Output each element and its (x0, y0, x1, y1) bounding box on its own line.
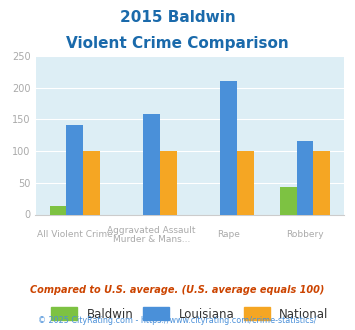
Bar (237, 151, 253, 214)
Text: Murder & Mans...: Murder & Mans... (113, 235, 190, 244)
Bar (280, 187, 296, 214)
Bar (220, 82, 237, 214)
Text: Rape: Rape (217, 230, 240, 239)
Text: All Violent Crime: All Violent Crime (37, 230, 113, 239)
Bar (296, 141, 313, 214)
Bar (83, 151, 100, 214)
Text: Compared to U.S. average. (U.S. average equals 100): Compared to U.S. average. (U.S. average … (30, 285, 325, 295)
Bar (50, 206, 66, 214)
Text: © 2025 CityRating.com - https://www.cityrating.com/crime-statistics/: © 2025 CityRating.com - https://www.city… (38, 316, 317, 325)
Text: Aggravated Assault: Aggravated Assault (107, 226, 196, 235)
Legend: Baldwin, Louisiana, National: Baldwin, Louisiana, National (47, 303, 333, 326)
Bar (143, 115, 160, 214)
Bar (313, 151, 330, 214)
Bar (66, 124, 83, 214)
Bar (160, 151, 177, 214)
Text: Violent Crime Comparison: Violent Crime Comparison (66, 36, 289, 51)
Text: 2015 Baldwin: 2015 Baldwin (120, 10, 235, 25)
Text: Robbery: Robbery (286, 230, 324, 239)
